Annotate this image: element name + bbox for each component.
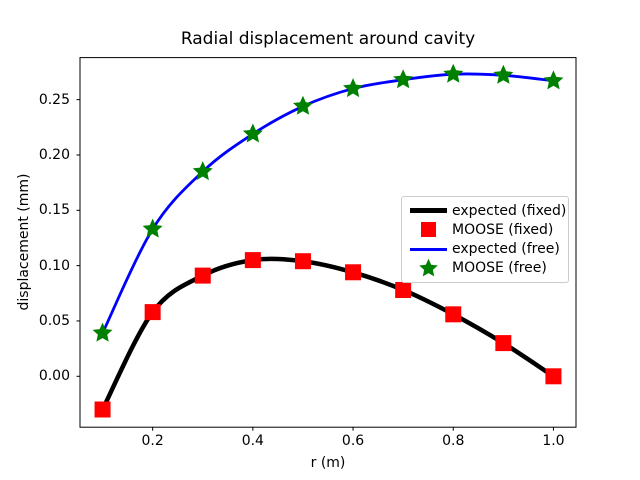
x-ticks <box>152 427 554 431</box>
y-tick-label: 0.15 <box>38 202 70 219</box>
y-tick-label: 0.25 <box>38 91 70 108</box>
legend: expected (fixed) MOOSE (fixed) expected … <box>401 196 569 283</box>
legend-line-swatch-black <box>410 208 447 213</box>
x-axis-label: r (m) <box>310 455 346 471</box>
x-tick-label: 0.8 <box>442 433 465 449</box>
y-tick-label: 0.00 <box>38 368 70 385</box>
chart-title: Radial displacement around cavity <box>180 29 476 49</box>
y-axis-label: displacement (mm) <box>16 173 32 311</box>
series-expected-free <box>101 72 555 335</box>
legend-square-marker-icon <box>410 222 447 238</box>
legend-line-swatch-blue <box>410 247 447 251</box>
legend-label: MOOSE (free) <box>452 260 547 277</box>
x-tick-label: 0.4 <box>241 433 264 449</box>
y-tick-label: 0.05 <box>38 312 70 329</box>
series-moose-fixed <box>94 252 562 418</box>
y-tick-label: 0.10 <box>38 257 70 274</box>
series-expected-fixed <box>100 256 556 412</box>
axes-frame <box>79 57 577 428</box>
legend-entry-moose-free: MOOSE (free) <box>410 258 564 279</box>
x-tick-label: 1.0 <box>542 433 565 449</box>
legend-entry-expected-fixed: expected (fixed) <box>410 201 567 220</box>
series-moose-free <box>92 63 564 342</box>
legend-star-marker-icon <box>410 258 447 279</box>
legend-label: expected (fixed) <box>452 202 567 219</box>
y-tick-label: 0.20 <box>38 146 70 163</box>
y-ticks <box>76 99 80 377</box>
x-tick-label: 0.6 <box>341 433 365 449</box>
legend-label: expected (free) <box>452 241 560 258</box>
x-tick-label: 0.2 <box>141 433 164 449</box>
legend-label: MOOSE (fixed) <box>452 221 554 238</box>
legend-entry-moose-fixed: MOOSE (fixed) <box>410 220 564 239</box>
legend-entry-expected-free: expected (free) <box>410 240 564 259</box>
